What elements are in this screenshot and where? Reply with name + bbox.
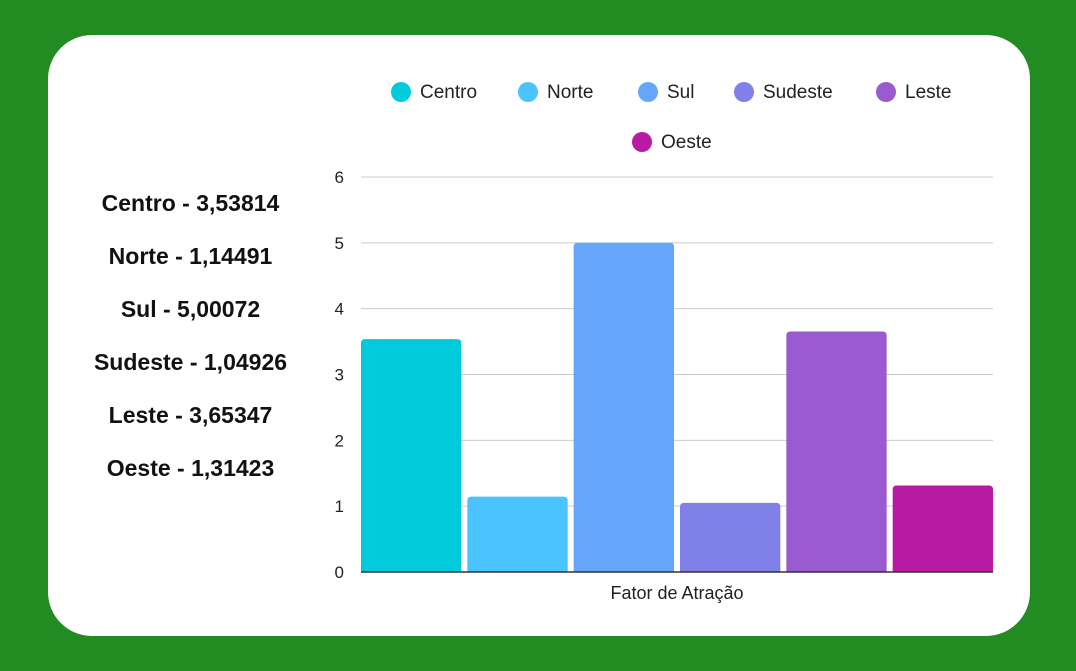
y-tick-label: 5 [335,234,344,253]
summary-line-centro: Centro - 3,53814 [101,190,280,216]
legend-swatch-oeste [632,132,652,152]
legend-swatch-centro [391,82,411,102]
legend-label-norte: Norte [547,82,593,103]
bar-oeste [892,485,993,572]
y-tick-label: 2 [335,431,344,450]
legend-swatch-norte [518,82,538,102]
y-tick-label: 1 [335,497,344,516]
bar-centro [361,339,462,572]
legend-label-sudeste: Sudeste [763,82,833,103]
y-tick-label: 4 [335,300,344,319]
summary-line-norte: Norte - 1,14491 [108,243,273,269]
y-tick-label: 0 [335,563,344,582]
bar-leste [786,331,887,572]
legend-label-leste: Leste [905,82,951,103]
bar-norte [467,496,568,572]
y-tick-label: 3 [335,366,344,385]
summary-line-sudeste: Sudeste - 1,04926 [93,349,288,375]
bar-sul [573,242,674,572]
summary-line-leste: Leste - 3,65347 [108,402,273,428]
legend-label-sul: Sul [667,82,694,103]
legend-swatch-sudeste [734,82,754,102]
summary-line-sul: Sul - 5,00072 [120,296,261,322]
bar-chart: 0 1 2 3 4 5 6 Fator de Atração Centro Norte Sul Sud… [335,82,993,603]
legend-swatch-sul [638,82,658,102]
x-axis-label: Fator de Atração [610,583,743,603]
y-tick-label: 6 [335,168,344,187]
chart-card: Centro - 3,53814 Norte - 1,14491 Sul - 5… [48,35,1030,636]
legend-label-oeste: Oeste [661,132,712,153]
value-summary-list: Centro - 3,53814 Norte - 1,14491 Sul - 5… [48,185,333,503]
summary-line-oeste: Oeste - 1,31423 [106,455,275,481]
legend-swatch-leste [876,82,896,102]
bar-sudeste [680,502,781,572]
legend-label-centro: Centro [420,82,477,103]
